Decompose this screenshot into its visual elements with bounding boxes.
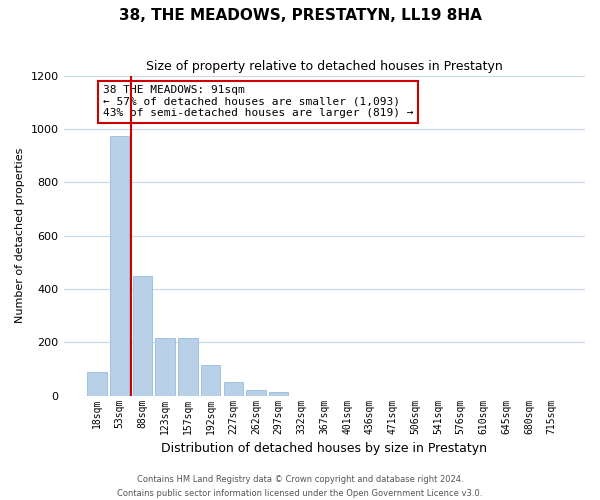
- X-axis label: Distribution of detached houses by size in Prestatyn: Distribution of detached houses by size …: [161, 442, 487, 455]
- Y-axis label: Number of detached properties: Number of detached properties: [15, 148, 25, 324]
- Text: Contains HM Land Registry data © Crown copyright and database right 2024.
Contai: Contains HM Land Registry data © Crown c…: [118, 476, 482, 498]
- Bar: [269, 392, 289, 396]
- Bar: [201, 365, 220, 396]
- Bar: [247, 390, 266, 396]
- Bar: [133, 276, 152, 396]
- Text: 38 THE MEADOWS: 91sqm
← 57% of detached houses are smaller (1,093)
43% of semi-d: 38 THE MEADOWS: 91sqm ← 57% of detached …: [103, 85, 413, 118]
- Bar: [110, 136, 130, 396]
- Title: Size of property relative to detached houses in Prestatyn: Size of property relative to detached ho…: [146, 60, 503, 73]
- Bar: [224, 382, 243, 396]
- Bar: [87, 372, 107, 396]
- Bar: [178, 338, 197, 396]
- Bar: [155, 338, 175, 396]
- Text: 38, THE MEADOWS, PRESTATYN, LL19 8HA: 38, THE MEADOWS, PRESTATYN, LL19 8HA: [119, 8, 481, 22]
